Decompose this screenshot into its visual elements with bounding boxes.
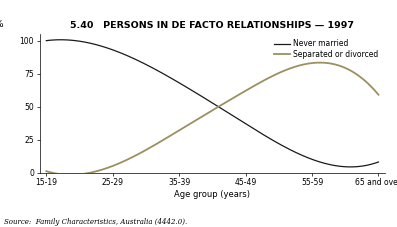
Line: Never married: Never married (46, 40, 378, 167)
Never married (348, 165, 353, 168)
Title: 5.40   PERSONS IN DE FACTO RELATIONSHIPS — 1997: 5.40 PERSONS IN DE FACTO RELATIONSHIPS —… (70, 22, 355, 30)
Separated or divorced (68, 173, 73, 176)
Never married (45, 39, 50, 42)
Separated or divorced (242, 90, 247, 93)
X-axis label: Age group (years): Age group (years) (174, 190, 251, 199)
Never married (243, 122, 248, 125)
Legend: Never married, Separated or divorced: Never married, Separated or divorced (274, 39, 378, 59)
Never married (249, 126, 253, 128)
Text: %: % (0, 20, 4, 29)
Separated or divorced (376, 93, 381, 96)
Separated or divorced (249, 86, 253, 89)
Text: Source:  Family Characteristics, Australia (4442.0).: Source: Family Characteristics, Australi… (4, 218, 187, 226)
Separated or divorced (317, 61, 322, 64)
Separated or divorced (45, 170, 50, 173)
Never married (325, 163, 330, 165)
Separated or divorced (44, 170, 49, 173)
Separated or divorced (243, 90, 248, 92)
Never married (58, 38, 63, 41)
Never married (242, 121, 247, 124)
Never married (376, 161, 381, 163)
Line: Separated or divorced: Separated or divorced (46, 63, 378, 175)
Separated or divorced (347, 69, 352, 72)
Separated or divorced (326, 62, 331, 64)
Never married (346, 165, 351, 168)
Never married (44, 39, 49, 42)
